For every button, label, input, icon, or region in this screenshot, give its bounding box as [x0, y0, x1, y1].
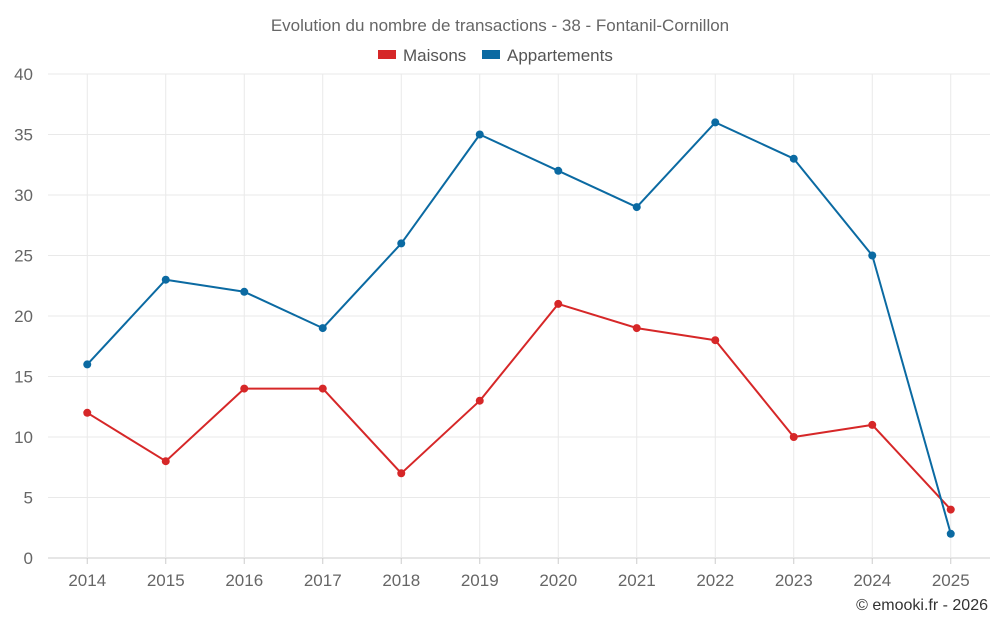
x-axis-ticks: 2014 2015 2016 2017 2018 2019 2020 2021 2022 2023…: [68, 571, 969, 590]
x-tick-label-2024: 2024: [853, 571, 891, 590]
data-point-maisons-2025[interactable]: [946, 505, 955, 514]
x-tick-label-2018: 2018: [382, 571, 420, 590]
y-tick-label-40: 40: [14, 65, 33, 84]
series-line-appartements: [86, 121, 952, 535]
chart-title: Evolution du nombre de transactions - 38…: [271, 16, 729, 35]
y-tick-label-30: 30: [14, 186, 33, 205]
data-point-maisons-2016[interactable]: [240, 384, 249, 393]
data-point-maisons-2022[interactable]: [711, 336, 720, 345]
data-point-maisons-2015[interactable]: [161, 457, 170, 466]
data-point-appartements-2019[interactable]: [475, 130, 484, 139]
credit-text: © emooki.fr - 2026: [856, 597, 988, 614]
data-point-maisons-2019[interactable]: [475, 396, 484, 405]
series: [83, 118, 955, 538]
x-tick-label-2023: 2023: [775, 571, 813, 590]
legend-label-maisons[interactable]: Maisons: [403, 46, 466, 65]
data-point-appartements-2023[interactable]: [789, 154, 798, 163]
x-tick-label-2015: 2015: [147, 571, 185, 590]
y-axis-ticks: 0 5 10 15 20 25 30 35 40: [14, 65, 33, 568]
data-point-maisons-2014[interactable]: [83, 408, 92, 417]
y-tick-label-0: 0: [24, 549, 33, 568]
legend-swatch-maisons: [378, 50, 396, 59]
data-point-appartements-2014[interactable]: [83, 360, 92, 369]
y-tick-label-5: 5: [24, 489, 33, 508]
legend-label-appartements[interactable]: Appartements: [507, 46, 613, 65]
x-tick-label-2020: 2020: [539, 571, 577, 590]
data-point-appartements-2015[interactable]: [161, 275, 170, 284]
x-tick-label-2022: 2022: [696, 571, 734, 590]
data-point-appartements-2017[interactable]: [318, 324, 327, 333]
data-point-maisons-2017[interactable]: [318, 384, 327, 393]
gridlines: [48, 73, 990, 564]
data-point-maisons-2023[interactable]: [789, 433, 798, 441]
y-tick-label-20: 20: [14, 307, 33, 326]
y-tick-label-35: 35: [14, 126, 33, 145]
data-point-appartements-2020[interactable]: [554, 166, 563, 175]
data-point-appartements-2022[interactable]: [711, 118, 720, 127]
x-tick-label-2017: 2017: [304, 571, 342, 590]
data-point-appartements-2025[interactable]: [946, 529, 955, 538]
data-point-appartements-2018[interactable]: [397, 239, 406, 248]
x-tick-label-2021: 2021: [618, 571, 656, 590]
data-point-maisons-2024[interactable]: [868, 420, 877, 429]
data-point-maisons-2018[interactable]: [397, 469, 406, 478]
data-point-maisons-2020[interactable]: [554, 299, 563, 308]
y-tick-label-15: 15: [14, 368, 33, 387]
series-line-maisons: [86, 302, 952, 511]
y-tick-label-25: 25: [14, 247, 33, 266]
data-point-maisons-2021[interactable]: [632, 324, 641, 333]
data-point-appartements-2024[interactable]: [868, 251, 877, 260]
x-tick-label-2016: 2016: [225, 571, 263, 590]
data-point-appartements-2016[interactable]: [240, 287, 249, 296]
x-tick-label-2014: 2014: [68, 571, 106, 590]
legend-swatch-appartements: [482, 50, 500, 59]
x-tick-label-2019: 2019: [461, 571, 499, 590]
x-tick-label-2025: 2025: [932, 571, 970, 590]
legend: Maisons Appartements: [378, 46, 613, 65]
data-point-appartements-2021[interactable]: [632, 203, 641, 212]
y-tick-label-10: 10: [14, 428, 33, 447]
